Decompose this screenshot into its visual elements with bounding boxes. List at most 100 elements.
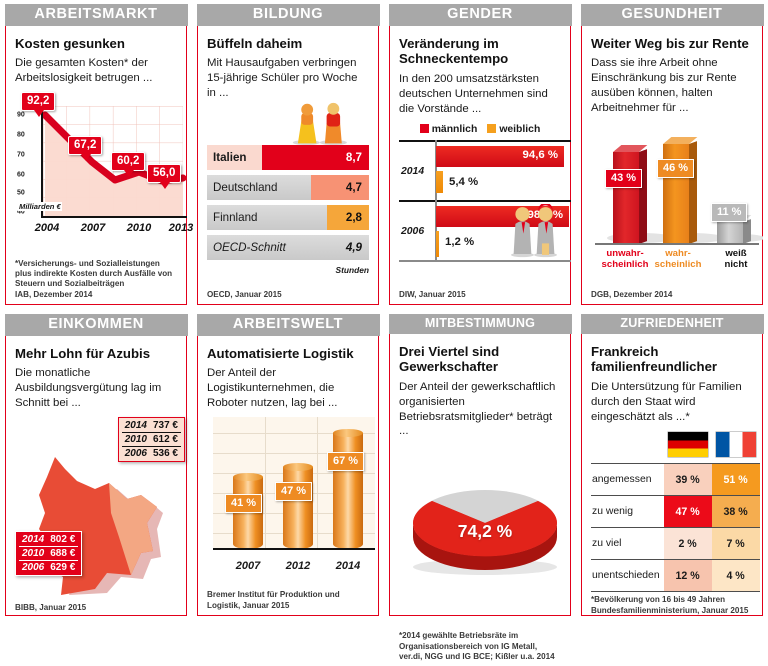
row-year: 2010 (19, 545, 48, 561)
legend-label-maennlich: männlich (431, 124, 478, 136)
bar-label-italien: Italien (213, 150, 247, 164)
row-value: 688 € (47, 545, 79, 561)
bar-value-italien: 8,7 (262, 144, 369, 170)
bar-maennlich-2014: 94,6 % (436, 146, 564, 168)
category-line-1: unwahr- (606, 247, 644, 259)
value-tag-wahrscheinlich: 46 % (657, 158, 695, 178)
students-illustration-icon (292, 102, 347, 145)
cell-zu-viel-de: 2 % (663, 527, 712, 560)
x-axis (41, 215, 187, 218)
table-row: angemessen 39 % 51 % (591, 463, 760, 496)
row-value: 737 € (152, 419, 178, 431)
category-line-1: weiß (725, 247, 747, 259)
cell-zu-viel-fr: 7 % (711, 527, 760, 560)
legend-label-weiblich: weiblich (499, 124, 541, 136)
panel-source-arbeitsmarkt: *Versicherungs- und Sozialleistungen plu… (15, 258, 173, 299)
panel-lede-zufriedenheit: Die Untersützung für Familien durch den … (591, 380, 742, 423)
panel-headline-arbeitsmarkt: Kosten gesunken (15, 35, 125, 51)
panel-headline-gesundheit: Weiter Weg bis zur Rente (591, 35, 749, 51)
table-row: 2010 688 € (19, 545, 79, 561)
header-spacer (591, 430, 664, 464)
y-tick-90: 90 (17, 111, 25, 119)
x-tick-2007: 2007 (235, 559, 261, 572)
pie-value-label: 74,2 % (457, 521, 513, 542)
chart-zufriedenheit: angemessen 39 % 51 % zu wenig 47 % 38 % … (591, 428, 760, 593)
row-label-angemessen: angemessen (591, 463, 664, 496)
chart-mitbestimmung: 74,2 % (399, 443, 561, 628)
bar-value-deutschland: 4,7 (310, 174, 369, 200)
panel-lede-mitbestimmung: Der Anteil der gewerkschaftlich organisi… (399, 380, 556, 438)
value-callout-2013: 56,0 (147, 163, 182, 189)
panel-einkommen: EINKOMMEN Mehr Lohn für Azubis Die monat… (0, 310, 192, 621)
x-tick-2014: 2014 (335, 559, 361, 572)
table-row: zu wenig 47 % 38 % (591, 495, 760, 528)
panel-source-gesundheit: DGB, Dezember 2014 (591, 289, 673, 299)
chart-bildung: 8,7 Italien 4,7 Deutschland 2,8 Finnland (207, 102, 370, 287)
column-header-france (712, 430, 760, 464)
y-axis (41, 97, 43, 216)
bar-value-finnland: 2,8 (326, 204, 369, 230)
data-box-ost: 2014 737 € 2010 612 € 2006 536 € (117, 416, 185, 462)
category-line-2: scheinlich (601, 258, 649, 270)
bar-weiblich-2006 (436, 231, 439, 258)
panel-source-zufriedenheit: *Bevölkerung von 16 bis 49 Jahren Bundes… (591, 595, 749, 615)
table-row: 2014 802 € (19, 533, 78, 547)
y-tick-50: 50 (17, 189, 25, 197)
x-tick-2007: 2007 (80, 221, 106, 234)
bar-label-oecd: OECD-Schnitt (213, 240, 286, 254)
row-value: 536 € (149, 445, 181, 460)
category-line-2: scheinlich (654, 258, 702, 270)
legend-item-weiblich: weiblich (487, 124, 540, 135)
cell-zu-wenig-de: 47 % (663, 495, 712, 528)
panel-headline-arbeitswelt: Automatisierte Logistik (207, 345, 354, 361)
unit-label-stunden: Stunden (335, 264, 370, 275)
table-row: 2014 737 € (122, 419, 181, 433)
table-row: 2010 612 € (121, 431, 181, 447)
row-label-2006: 2006 (401, 226, 425, 238)
value-tag-weiss-nicht: 11 % (711, 202, 748, 222)
bar-row-italien: 8,7 Italien (207, 144, 369, 170)
panel-source-einkommen: BIBB, Januar 2015 (15, 602, 87, 612)
category-label-wahrscheinlich: wahr- scheinlich (647, 248, 709, 270)
row-value: 802 € (50, 533, 76, 545)
panel-banner-arbeitsmarkt: ARBEITSMARKT (4, 3, 188, 26)
cylinder-2012 (283, 462, 313, 549)
row-value: 612 € (149, 431, 181, 447)
panel-source-arbeitswelt: Bremer Institut für Produktion und Logis… (207, 590, 340, 610)
panel-arbeitsmarkt: ARBEITSMARKT Kosten gesunken Die gesamte… (0, 0, 193, 310)
panel-headline-zufriedenheit: Frankreich familienfreundlicher (591, 343, 718, 375)
chart-gender: 2014 94,6 % 5,4 % 2006 98,8 % 1,2 % (399, 138, 571, 286)
panel-lede-bildung: Mit Hausaufgaben verbringen 15-jährige S… (207, 57, 358, 99)
panel-lede-arbeitswelt: Der Anteil der Logistikunternehmen, die … (207, 367, 338, 409)
cell-unentschieden-fr: 4 % (711, 559, 760, 593)
value-callout-2007: 67,2 (68, 135, 103, 161)
row-label-zu-viel: zu viel (591, 527, 664, 560)
axis-unit-label: Milliarden € (18, 201, 62, 211)
row-value: 629 € (47, 559, 79, 574)
row-year: 2006 (121, 445, 150, 460)
row-year: 2014 (124, 419, 147, 431)
panel-banner-bildung: BILDUNG (196, 3, 380, 26)
panel-banner-gesundheit: GESUNDHEIT (580, 3, 764, 26)
panel-headline-einkommen: Mehr Lohn für Azubis (15, 345, 151, 361)
panel-headline-mitbestimmung: Drei Viertel sind Gewerkschafter (399, 343, 500, 375)
panel-source-mitbestimmung: *2014 gewählte Betriebsräte im Organisat… (399, 631, 555, 661)
panel-gesundheit: GESUNDHEIT Weiter Weg bis zur Rente Dass… (576, 0, 768, 310)
row-label-unentschieden: unentschieden (591, 559, 664, 593)
bar-value-oecd: 4,9 (345, 240, 362, 254)
table-row: 2006 536 € (121, 445, 181, 460)
cell-unentschieden-de: 12 % (663, 559, 712, 593)
panel-banner-gender: GENDER (388, 3, 572, 26)
x-tick-2012: 2012 (285, 559, 311, 572)
value-callout-2010: 60,2 (111, 151, 146, 177)
table-row: zu viel 2 % 7 % (591, 527, 760, 560)
x-tick-2010: 2010 (126, 221, 152, 234)
panel-headline-bildung: Büffeln daheim (207, 35, 303, 51)
category-label-weiss-nicht: weiß nicht (711, 248, 761, 270)
cylinder-2014 (333, 428, 363, 549)
table-header-row (591, 430, 760, 464)
data-box-west: 2014 802 € 2010 688 € 2006 629 € (15, 530, 83, 576)
panel-banner-mitbestimmung: MITBESTIMMUNG (388, 313, 572, 334)
panel-lede-einkommen: Die monatliche Ausbildungsvergütung lag … (15, 367, 162, 409)
bar-maennlich-2006: 98,8 % (436, 206, 569, 228)
